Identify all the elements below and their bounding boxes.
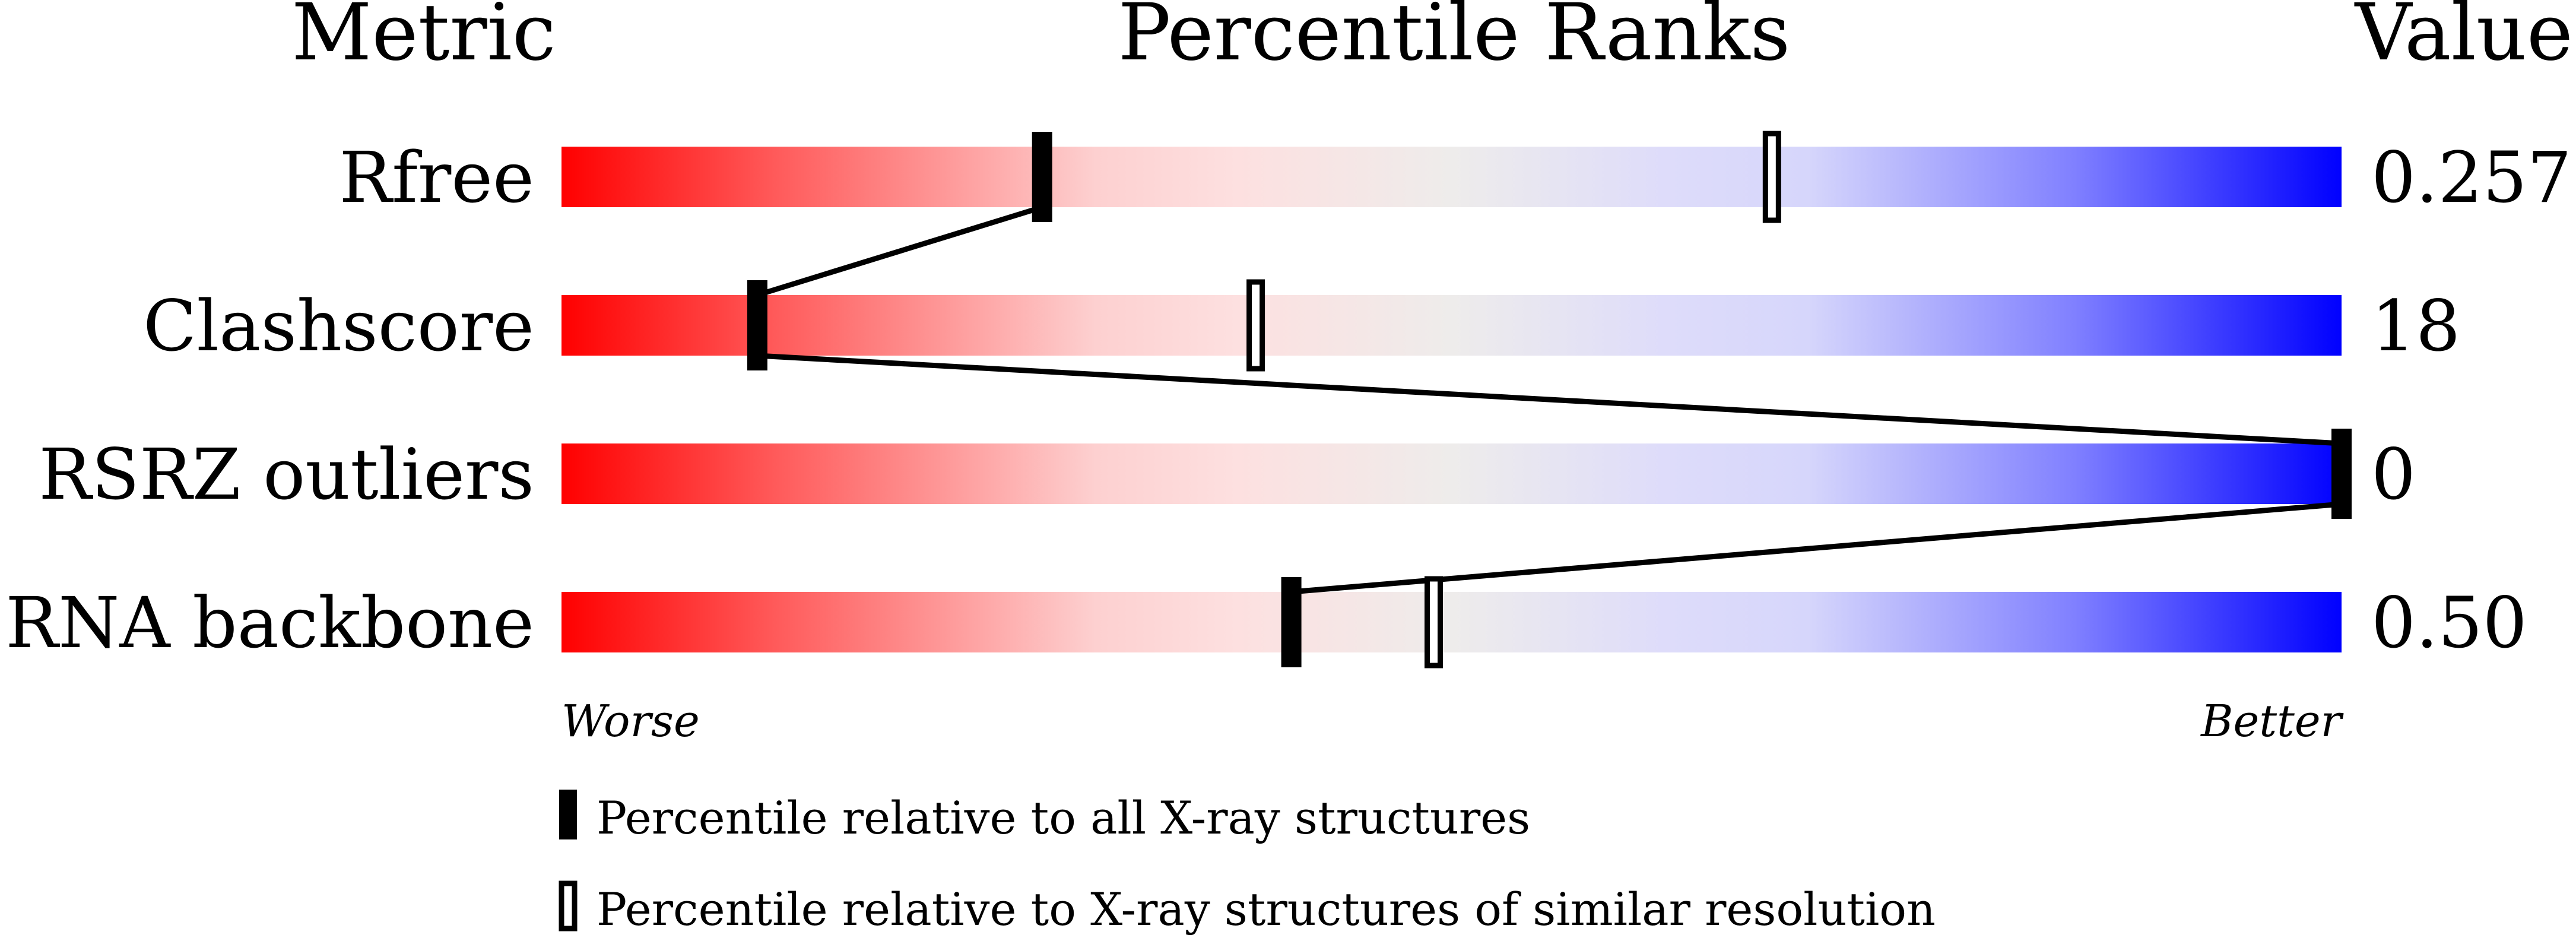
all-structures-marker: [2331, 429, 2352, 519]
connector-line: [756, 204, 1043, 298]
metric-label: Rfree: [339, 137, 534, 218]
all-structures-marker: [1032, 132, 1052, 222]
percentile-bar: [561, 443, 2342, 504]
percentile-bar: [561, 295, 2342, 356]
metric-value: 0: [2371, 433, 2416, 515]
all-structures-marker: [747, 280, 767, 370]
connector-line: [757, 353, 2342, 446]
similar-resolution-marker: [1425, 576, 1444, 668]
similar-resolution-marker: [1246, 279, 1265, 372]
connector-line: [1291, 501, 2342, 595]
header-value: Value: [2354, 0, 2573, 78]
legend-open-marker: [559, 880, 578, 932]
header-percentile-ranks: Percentile Ranks: [1118, 0, 1791, 78]
legend-label-similar: Percentile relative to X-ray structures …: [597, 883, 1936, 936]
metric-label: Clashscore: [143, 285, 534, 367]
all-structures-marker: [1281, 577, 1302, 667]
metric-value: 0.257: [2371, 137, 2572, 218]
header-metric: Metric: [291, 0, 556, 78]
scale-label-worse: Worse: [561, 696, 700, 747]
metric-value: 18: [2371, 285, 2460, 367]
legend-label-all: Percentile relative to all X-ray structu…: [597, 791, 1530, 844]
metric-label: RNA backbone: [5, 582, 534, 664]
similar-resolution-marker: [1762, 131, 1781, 223]
scale-label-better: Better: [2200, 696, 2344, 747]
metric-value: 0.50: [2371, 582, 2527, 664]
percentile-bar: [561, 147, 2342, 207]
metric-label: RSRZ outliers: [39, 433, 534, 515]
percentile-bar: [561, 592, 2342, 652]
legend-filled-marker: [559, 790, 577, 839]
